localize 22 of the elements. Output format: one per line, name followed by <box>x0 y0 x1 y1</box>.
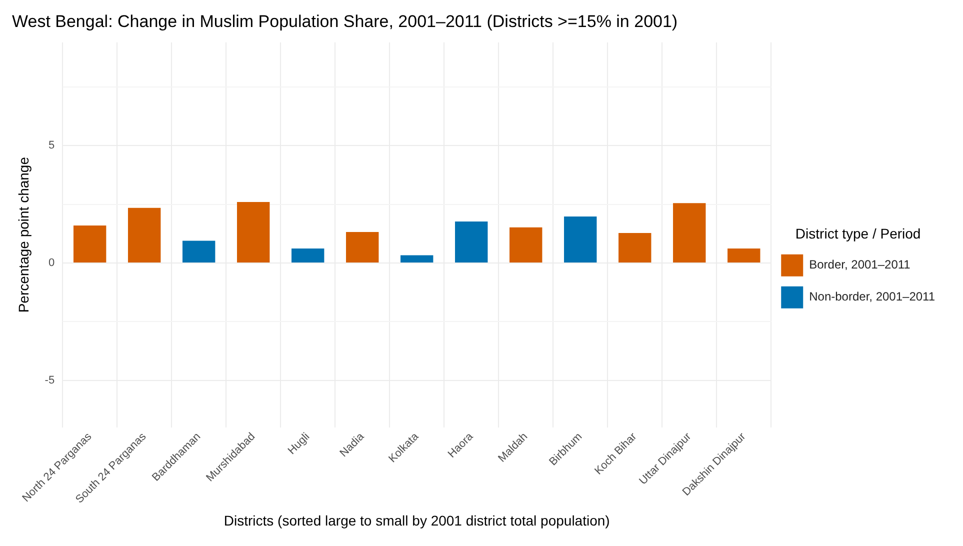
bar <box>510 227 542 262</box>
bar <box>346 232 379 262</box>
bar <box>455 221 488 262</box>
bar <box>728 248 760 262</box>
x-axis-title: Districts (sorted large to small by 2001 district total population) <box>224 512 610 528</box>
legend-label: Non-border, 2001–2011 <box>809 290 936 304</box>
y-tick-label: 0 <box>48 257 55 270</box>
bar <box>564 216 597 262</box>
bar <box>236 202 270 262</box>
legend-title: District type / Period <box>795 225 921 242</box>
bar <box>291 248 324 262</box>
bar <box>182 240 216 262</box>
bar <box>673 203 706 262</box>
bar <box>128 208 161 262</box>
bar <box>400 255 434 262</box>
y-axis-title: Percentage point change <box>15 156 32 313</box>
bar <box>618 232 652 262</box>
legend-label: Border, 2001–2011 <box>809 258 911 272</box>
bar <box>73 225 106 262</box>
y-tick-label: -5 <box>44 374 55 386</box>
chart-title: West Bengal: Change in Muslim Population Share, 2001–2011 (Districts >=15% in 2001) <box>12 12 678 31</box>
y-tick-label: 5 <box>48 140 55 152</box>
